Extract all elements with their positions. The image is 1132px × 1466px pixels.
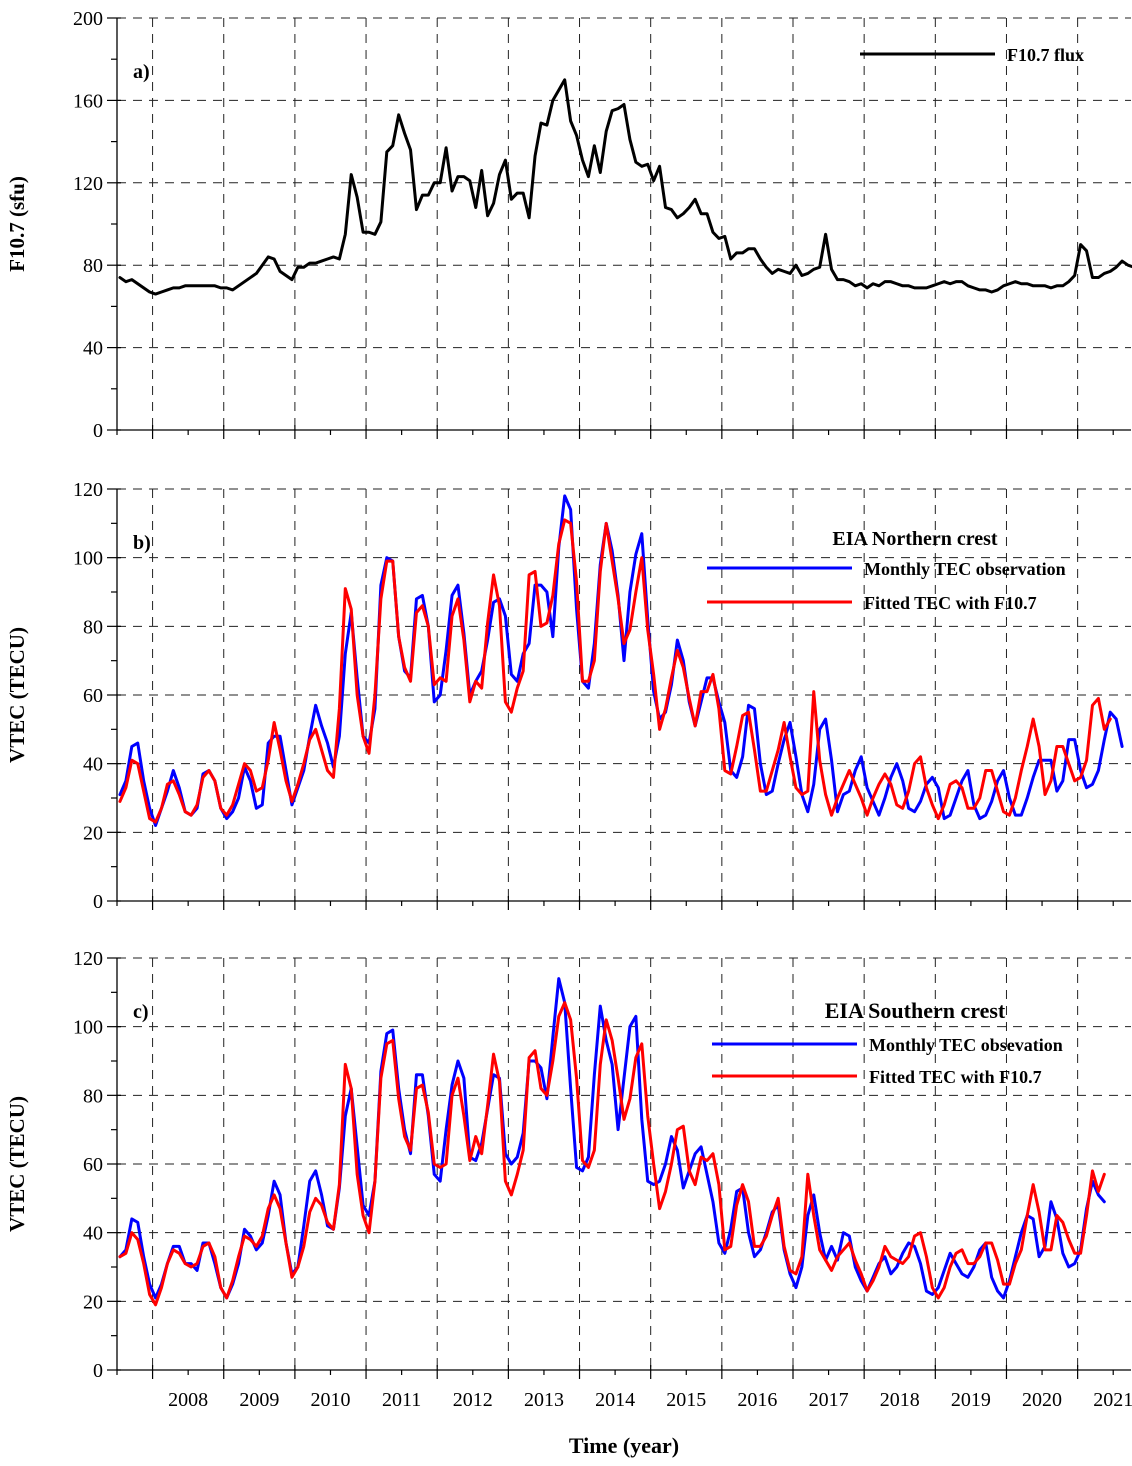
y-tick-label: 40 [83,754,103,776]
y-axis-label: VTEC (TECU) [5,627,29,763]
panel-label: a) [133,61,150,83]
series-line [118,518,1112,824]
x-tick-label: 2020 [1022,1389,1062,1411]
y-tick-label: 100 [73,548,103,570]
x-axis-label: Time (year) [569,1433,679,1458]
series-line [118,1001,1106,1307]
legend-label: Monthly TEC observation [864,559,1066,579]
y-tick-label: 80 [83,616,103,638]
x-tick-label: 2016 [737,1389,777,1411]
series-line [118,78,1132,296]
y-tick-label: 20 [83,1291,103,1313]
legend-title: EIA Southern crest [825,998,1006,1023]
legend-label: Fitted TEC with F10.7 [864,593,1037,613]
y-tick-label: 200 [73,8,103,30]
y-tick-label: 60 [83,685,103,707]
y-tick-label: 0 [93,420,103,442]
y-axis-label: F10.7 (sfu) [5,176,29,272]
x-tick-label: 2019 [951,1389,991,1411]
x-tick-label: 2014 [595,1389,635,1411]
legend-title: EIA Northern crest [832,528,997,550]
x-tick-label: 2008 [168,1389,208,1411]
legend-label: Monthly TEC obsevation [869,1035,1063,1055]
x-tick-label: 2013 [524,1389,564,1411]
y-tick-label: 80 [83,255,103,277]
x-tick-label: 2015 [666,1389,706,1411]
y-tick-label: 60 [83,1154,103,1176]
y-tick-label: 0 [93,891,103,913]
y-tick-label: 0 [93,1360,103,1382]
panel-label: c) [133,1001,149,1023]
x-tick-label: 2012 [453,1389,493,1411]
y-tick-label: 120 [73,479,103,501]
legend-label: F10.7 flux [1007,45,1084,65]
x-tick-label: 2011 [382,1389,421,1411]
y-tick-label: 100 [73,1017,103,1039]
y-tick-label: 120 [73,173,103,195]
legend-label: Fitted TEC with F10.7 [869,1067,1042,1087]
x-tick-label: 2021 [1093,1389,1132,1411]
x-tick-label: 2018 [880,1389,920,1411]
y-axis-label: VTEC (TECU) [5,1096,29,1232]
x-tick-label: 2009 [239,1389,279,1411]
y-tick-label: 40 [83,338,103,360]
x-tick-label: 2017 [809,1389,849,1411]
y-tick-label: 20 [83,822,103,844]
panel-label: b) [133,532,151,554]
y-tick-label: 40 [83,1223,103,1245]
y-tick-label: 80 [83,1085,103,1107]
x-tick-label: 2010 [310,1389,350,1411]
y-tick-label: 120 [73,948,103,970]
y-tick-label: 160 [73,90,103,112]
